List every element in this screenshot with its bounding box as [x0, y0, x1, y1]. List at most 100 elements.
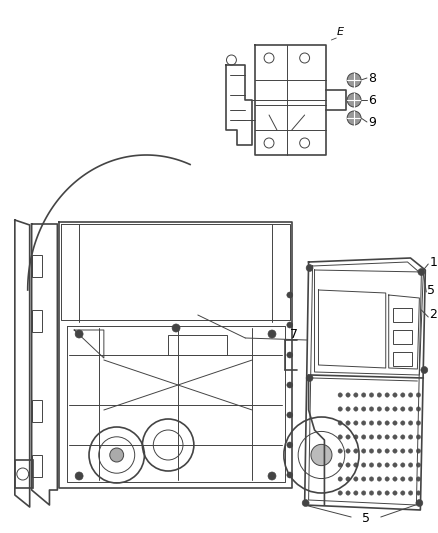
- Text: E: E: [336, 27, 343, 37]
- Bar: [32, 310, 42, 332]
- Circle shape: [110, 448, 124, 462]
- Circle shape: [361, 393, 366, 397]
- Circle shape: [346, 435, 350, 439]
- Circle shape: [369, 449, 374, 453]
- Circle shape: [369, 435, 374, 439]
- Circle shape: [338, 435, 343, 439]
- Circle shape: [385, 491, 389, 495]
- Circle shape: [393, 421, 397, 425]
- Circle shape: [338, 463, 343, 467]
- Circle shape: [408, 393, 413, 397]
- Circle shape: [346, 421, 350, 425]
- Circle shape: [385, 463, 389, 467]
- Circle shape: [369, 407, 374, 411]
- Circle shape: [377, 463, 381, 467]
- Circle shape: [369, 491, 374, 495]
- Circle shape: [172, 324, 180, 332]
- Bar: [32, 455, 42, 477]
- Circle shape: [361, 421, 366, 425]
- Circle shape: [385, 477, 389, 481]
- Circle shape: [346, 463, 350, 467]
- Circle shape: [416, 463, 420, 467]
- Circle shape: [338, 477, 343, 481]
- Circle shape: [369, 421, 374, 425]
- Bar: [168, 335, 227, 355]
- Circle shape: [385, 449, 389, 453]
- Circle shape: [361, 463, 366, 467]
- Circle shape: [268, 472, 276, 480]
- Circle shape: [287, 472, 293, 478]
- Circle shape: [268, 330, 276, 338]
- Circle shape: [408, 435, 413, 439]
- Circle shape: [408, 421, 413, 425]
- Circle shape: [377, 435, 381, 439]
- Circle shape: [311, 445, 332, 466]
- Circle shape: [401, 477, 405, 481]
- Circle shape: [408, 491, 413, 495]
- Circle shape: [377, 421, 381, 425]
- Text: 8: 8: [368, 71, 376, 85]
- Circle shape: [361, 491, 366, 495]
- Text: 5: 5: [362, 512, 370, 524]
- Circle shape: [385, 435, 389, 439]
- Circle shape: [377, 393, 381, 397]
- Bar: [393, 352, 413, 366]
- Circle shape: [346, 491, 350, 495]
- Circle shape: [393, 477, 397, 481]
- Circle shape: [353, 463, 358, 467]
- Circle shape: [401, 449, 405, 453]
- Circle shape: [393, 393, 397, 397]
- Circle shape: [75, 330, 83, 338]
- Circle shape: [287, 442, 293, 448]
- Circle shape: [416, 435, 420, 439]
- Circle shape: [393, 463, 397, 467]
- Circle shape: [416, 407, 420, 411]
- Circle shape: [401, 407, 405, 411]
- Circle shape: [75, 472, 83, 480]
- Circle shape: [408, 407, 413, 411]
- Circle shape: [416, 449, 420, 453]
- Circle shape: [361, 477, 366, 481]
- Circle shape: [361, 435, 366, 439]
- Circle shape: [287, 352, 293, 358]
- Circle shape: [353, 449, 358, 453]
- Circle shape: [369, 393, 374, 397]
- Circle shape: [401, 463, 405, 467]
- Circle shape: [353, 407, 358, 411]
- Circle shape: [416, 499, 423, 506]
- Text: 5: 5: [427, 284, 435, 296]
- Circle shape: [361, 407, 366, 411]
- Circle shape: [401, 421, 405, 425]
- Circle shape: [421, 367, 428, 374]
- Circle shape: [306, 264, 313, 271]
- Circle shape: [416, 393, 420, 397]
- Circle shape: [338, 491, 343, 495]
- Circle shape: [385, 393, 389, 397]
- Circle shape: [369, 477, 374, 481]
- Circle shape: [393, 449, 397, 453]
- Circle shape: [418, 269, 425, 276]
- Bar: [393, 330, 413, 344]
- Bar: [32, 400, 42, 422]
- Circle shape: [385, 407, 389, 411]
- Circle shape: [347, 73, 361, 87]
- Circle shape: [377, 449, 381, 453]
- Text: 7: 7: [290, 328, 298, 342]
- Circle shape: [401, 393, 405, 397]
- Text: 6: 6: [368, 93, 376, 107]
- Circle shape: [353, 491, 358, 495]
- Circle shape: [287, 412, 293, 418]
- Circle shape: [346, 449, 350, 453]
- Circle shape: [416, 421, 420, 425]
- Circle shape: [377, 407, 381, 411]
- Circle shape: [416, 491, 420, 495]
- Circle shape: [338, 421, 343, 425]
- Circle shape: [416, 477, 420, 481]
- Circle shape: [377, 491, 381, 495]
- Text: 1: 1: [429, 255, 437, 269]
- Circle shape: [353, 393, 358, 397]
- Bar: [15, 460, 33, 488]
- Circle shape: [306, 375, 313, 382]
- Circle shape: [385, 421, 389, 425]
- Circle shape: [369, 463, 374, 467]
